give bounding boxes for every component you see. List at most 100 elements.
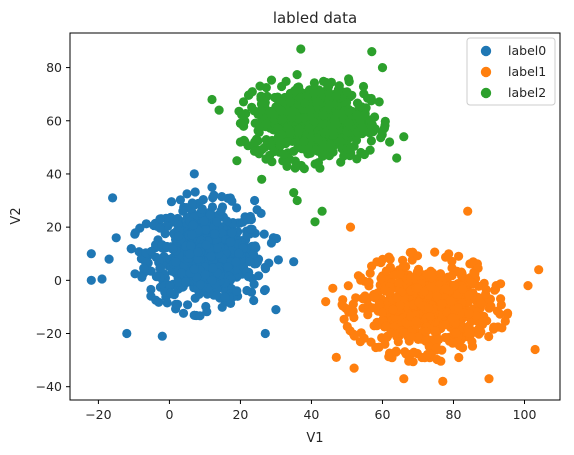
data-point [173, 277, 183, 287]
data-point [289, 257, 299, 267]
data-point [232, 156, 242, 166]
data-point [278, 114, 288, 124]
x-tick-label: 40 [303, 407, 319, 422]
data-point [371, 342, 381, 353]
data-point [395, 269, 405, 279]
data-point [189, 264, 199, 274]
data-point [297, 144, 307, 154]
data-point [225, 237, 236, 247]
data-point [365, 145, 375, 155]
data-point [244, 90, 254, 100]
data-point [424, 303, 434, 313]
data-point [266, 75, 277, 85]
data-point [447, 313, 457, 323]
data-point [259, 229, 269, 239]
data-point [286, 112, 297, 123]
data-point [424, 342, 434, 352]
data-point [186, 241, 196, 251]
data-point [358, 81, 369, 92]
data-point [400, 347, 410, 357]
data-point [266, 238, 276, 248]
data-point [386, 328, 396, 338]
data-point [380, 339, 390, 349]
data-point [496, 294, 506, 304]
data-point [257, 174, 267, 184]
data-point [351, 135, 362, 145]
data-point [292, 195, 302, 206]
data-point [343, 281, 353, 291]
data-point [374, 299, 384, 309]
data-point [312, 97, 322, 107]
data-point [437, 299, 447, 309]
data-point [285, 96, 295, 106]
data-point [212, 243, 222, 253]
data-point [242, 285, 252, 296]
data-point [438, 376, 448, 386]
data-point [342, 87, 352, 97]
data-point [187, 230, 197, 240]
data-point [356, 147, 366, 158]
data-point [458, 284, 468, 294]
data-point [447, 271, 457, 281]
data-point [157, 331, 167, 341]
data-point [282, 161, 292, 171]
data-point [193, 254, 203, 264]
data-point [310, 217, 320, 227]
data-point [206, 251, 216, 261]
data-point [478, 317, 488, 327]
data-point [421, 327, 431, 337]
data-point [333, 85, 343, 95]
data-point [451, 328, 461, 338]
data-point [207, 275, 217, 285]
data-point [392, 153, 402, 163]
data-point [338, 301, 348, 311]
data-point [345, 222, 356, 232]
data-point [265, 107, 275, 117]
data-point [435, 269, 446, 279]
data-point [299, 136, 309, 146]
data-point [255, 81, 265, 91]
data-point [355, 337, 365, 347]
data-point [454, 251, 464, 261]
data-point [444, 249, 454, 259]
data-point [432, 354, 442, 365]
data-point [380, 116, 390, 126]
data-point [502, 309, 512, 319]
data-point [171, 257, 181, 267]
data-point [306, 133, 316, 143]
data-point [374, 97, 384, 107]
data-point [189, 169, 199, 179]
data-point [201, 240, 211, 250]
data-point [447, 256, 457, 266]
x-tick-label: 100 [513, 407, 537, 422]
data-point [155, 214, 165, 224]
data-point [399, 132, 409, 142]
data-point [367, 47, 377, 57]
data-point [207, 202, 218, 212]
data-point [453, 303, 463, 313]
x-tick-label: 80 [446, 407, 462, 422]
data-point [365, 115, 375, 125]
data-point [360, 291, 370, 301]
data-point [247, 102, 257, 112]
data-point [470, 269, 480, 279]
data-point [344, 118, 354, 128]
data-point [166, 197, 177, 207]
data-point [267, 157, 277, 167]
data-point [300, 98, 310, 108]
data-points [86, 44, 544, 386]
series-label0 [86, 169, 299, 341]
data-point [486, 301, 496, 311]
data-point [207, 94, 217, 105]
data-point [108, 193, 118, 203]
data-point [344, 74, 354, 84]
data-point [349, 363, 359, 373]
data-point [377, 127, 387, 137]
data-point [197, 204, 207, 214]
data-point [154, 297, 164, 307]
data-point [296, 44, 306, 54]
data-point [227, 196, 237, 206]
data-point [276, 105, 286, 116]
data-point [329, 115, 340, 125]
data-point [430, 247, 440, 257]
